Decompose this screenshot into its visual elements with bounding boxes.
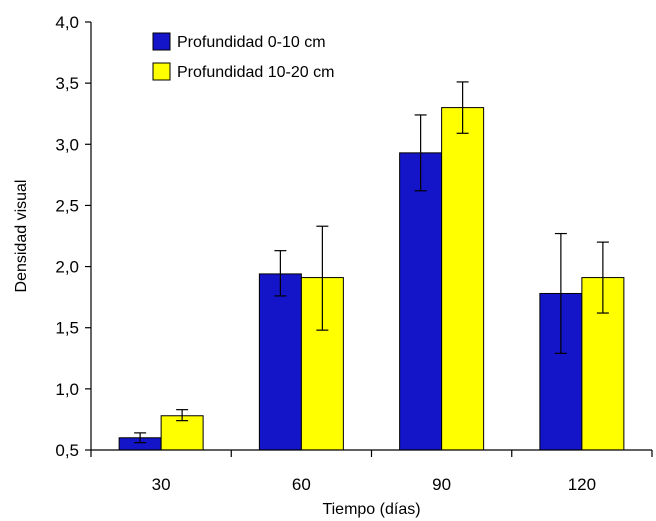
y-tick-label: 2,0 [55,258,79,277]
error-bar-series-1-120 [554,232,567,354]
error-bar-series-2-120 [596,241,609,314]
legend-label-series-1: Profundidad 0-10 cm [177,34,326,51]
y-tick-label: 3,0 [55,135,79,154]
legend-swatch-series-2 [152,62,171,81]
y-ticks-layer: 0,5 1,0 1,5 2,0 2,5 3,0 3,5 4,0 [55,13,91,460]
bar-series-1-90 [399,152,443,451]
y-tick-label: 3,5 [55,74,79,93]
x-tick-label: 30 [152,475,171,494]
x-ticks-layer: 30 60 90 120 [90,450,653,494]
x-tick-label: 60 [292,475,311,494]
error-bars-layer [134,81,609,444]
legend-swatch-series-1 [152,32,171,51]
bar-series-2-90 [441,107,485,451]
bar-series-1-60 [258,273,302,451]
legend: Profundidad 0-10 cm Profundidad 10-20 cm [152,32,334,81]
x-tick-label: 90 [432,475,451,494]
y-tick-label: 1,0 [55,380,79,399]
y-tick-label: 4,0 [55,13,79,32]
legend-label-series-2: Profundidad 10-20 cm [177,64,334,81]
y-tick-label: 1,5 [55,319,79,338]
x-tick-label: 120 [568,475,596,494]
x-axis-title: Tiempo (días) [322,501,420,518]
error-bar-series-1-90 [414,114,427,192]
y-tick-label: 2,5 [55,196,79,215]
bars-layer [118,107,625,451]
error-bar-series-2-90 [456,81,469,134]
error-bar-series-1-60 [274,250,287,297]
error-bar-series-2-60 [316,225,329,331]
error-bar-series-1-30 [134,432,147,444]
y-axis-title: Densidad visual [13,180,30,293]
y-tick-label: 0,5 [55,441,79,460]
error-bar-series-2-30 [176,409,189,422]
